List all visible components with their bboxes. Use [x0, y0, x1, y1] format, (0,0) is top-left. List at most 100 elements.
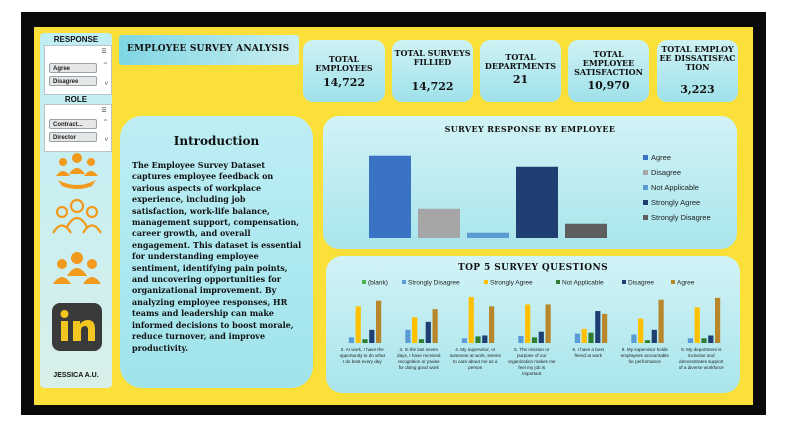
legend-swatch	[402, 280, 406, 284]
bar-strongly-disagree	[565, 223, 607, 238]
kpi-value: 21	[512, 73, 529, 86]
bar-strongly-disagree	[461, 338, 467, 343]
kpi-label: TOTAL EMPLOYEES	[315, 54, 373, 73]
scroll-up-icon[interactable]: ^	[102, 62, 108, 69]
legend-label: Strongly Disagree	[651, 213, 711, 222]
category-label: 4. My supervisor, or someone at work, see…	[450, 347, 502, 370]
linkedin-icon[interactable]	[52, 303, 102, 351]
bar-strongly-agree	[638, 318, 644, 343]
response-slicer-item-agree[interactable]: Agree	[49, 63, 97, 73]
kpi-value: 3,223	[680, 83, 715, 96]
kpi-label: TOTAL EMPLOYEE DISSATISFACTION	[659, 44, 736, 72]
bar-strongly-agree	[525, 304, 531, 343]
scroll-up-icon[interactable]: ^	[102, 119, 108, 126]
legend-swatch	[484, 280, 488, 284]
category-label: 3. In the last seven days, I have receive…	[397, 347, 441, 370]
author-name: JESSICA A.U.	[53, 372, 99, 379]
scroll-down-icon[interactable]: v	[104, 80, 108, 87]
bar-not-applicable	[467, 232, 509, 238]
role-slicer-item-director[interactable]: Director	[49, 132, 97, 142]
chart-title: SURVEY RESPONSE BY EMPLOYEE	[444, 124, 616, 134]
survey-response-chart: Agree Disagree Not Applicable Strongly Agre…	[369, 153, 711, 238]
bar-disagree	[425, 321, 431, 343]
bar-strongly-disagree	[631, 334, 637, 343]
bar-strongly-disagree	[518, 335, 524, 343]
page-title: EMPLOYEE SURVEY ANALYSIS	[127, 44, 290, 54]
category-label: 8. My supervisor holds employees accounta…	[621, 347, 670, 364]
bar-strongly-disagree	[574, 333, 580, 343]
bar-strongly-disagree	[687, 338, 693, 343]
bar-not-applicable	[701, 338, 707, 343]
response-slicer-title: RESPONSE	[53, 35, 99, 44]
bar-not-applicable	[475, 336, 481, 343]
bar-agree	[545, 304, 551, 343]
bar-not-applicable	[588, 332, 594, 343]
category-label: 5. The mission or purpose of our organizat…	[508, 347, 556, 376]
bar-not-applicable	[644, 340, 651, 343]
bar-disagree	[708, 335, 714, 343]
role-slicer: ☰ Contract... Director ^ v	[44, 104, 112, 152]
bar-agree	[658, 299, 664, 343]
bar-agree	[432, 309, 438, 343]
legend-label: Disagree	[628, 280, 654, 287]
bar-agree	[369, 155, 411, 238]
kpi-card-total-dissatisfaction: TOTAL EMPLOYEE DISSATISFACTION 3,223	[657, 40, 738, 102]
introduction-body: The Employee Survey Dataset captures emp…	[132, 160, 302, 353]
legend-swatch	[643, 215, 648, 220]
people-group-icon	[56, 153, 98, 189]
bar-strongly-agree	[581, 328, 587, 343]
legend-label: Not Applicable	[651, 183, 699, 192]
response-slicer-item-disagree[interactable]: Disagree	[49, 76, 97, 86]
kpi-value: 14,722	[322, 76, 366, 89]
legend-swatch	[622, 280, 626, 284]
bar-disagree	[538, 331, 544, 343]
introduction-panel: Introduction The Employee Survey Dataset…	[120, 116, 313, 388]
kpi-card-total-employees: TOTAL EMPLOYEES 14,722	[303, 40, 385, 102]
dashboard-title-box: EMPLOYEE SURVEY ANALYSIS	[119, 35, 299, 65]
slicer-options-icon[interactable]: ☰	[101, 107, 107, 114]
legend-swatch	[643, 155, 648, 160]
bar-strongly-agree	[516, 166, 558, 238]
kpi-card-total-departments: TOTAL DEPARTMENTS 21	[480, 40, 561, 102]
legend-label: Agree	[677, 280, 695, 287]
bar-not-applicable	[418, 339, 425, 343]
survey-response-chart-panel: SURVEY RESPONSE BY EMPLOYEE Agree Disagre…	[323, 116, 737, 249]
bar-disagree	[651, 329, 657, 343]
slicer-options-icon[interactable]: ☰	[101, 48, 107, 55]
legend-swatch	[643, 185, 648, 190]
legend-label: Disagree	[651, 168, 681, 177]
bar-disagree	[418, 208, 460, 238]
category-label: 6. I have a best friend at work	[573, 347, 605, 358]
top-questions-chart: (blank) Strongly Disagree Strongly Agree No…	[340, 280, 725, 377]
introduction-heading: Introduction	[173, 134, 260, 148]
bar-strongly-agree	[468, 296, 474, 343]
bar-strongly-disagree	[405, 329, 411, 343]
legend-label: (blank)	[368, 280, 388, 287]
bar-strongly-agree	[412, 317, 418, 343]
legend-swatch	[643, 200, 648, 205]
bar-disagree	[482, 335, 488, 343]
response-slicer: ☰ Agree Disagree ^ v	[44, 45, 112, 95]
team-icon	[52, 198, 102, 234]
kpi-value: 10,970	[587, 79, 630, 92]
legend-label: Not Applicable	[562, 280, 604, 287]
kpi-value: 14,722	[411, 80, 454, 93]
kpi-label: TOTAL DEPARTMENTS	[484, 52, 557, 71]
legend-swatch	[362, 280, 366, 284]
kpi-label: TOTAL SURVEYS FILLIED	[394, 48, 471, 67]
legend-label: Strongly Agree	[651, 198, 700, 207]
scroll-down-icon[interactable]: v	[104, 136, 108, 143]
kpi-card-total-satisfaction: TOTAL EMPLOYEE SATISFACTION 10,970	[568, 40, 649, 102]
legend-swatch	[643, 170, 648, 175]
top-questions-chart-panel: TOP 5 SURVEY QUESTIONS (blank) Strongly D…	[326, 256, 740, 393]
bar-strongly-agree	[694, 307, 700, 343]
bar-strongly-disagree	[348, 337, 354, 343]
group-icon	[53, 252, 101, 284]
bar-agree	[602, 313, 608, 343]
bar-strongly-agree	[355, 306, 361, 343]
legend-swatch	[671, 280, 675, 284]
category-label: 2. At work, I have the opportunity to do …	[340, 347, 386, 364]
legend-label: Agree	[651, 153, 671, 162]
role-slicer-item-contract[interactable]: Contract...	[49, 119, 97, 129]
legend-swatch	[556, 280, 560, 284]
